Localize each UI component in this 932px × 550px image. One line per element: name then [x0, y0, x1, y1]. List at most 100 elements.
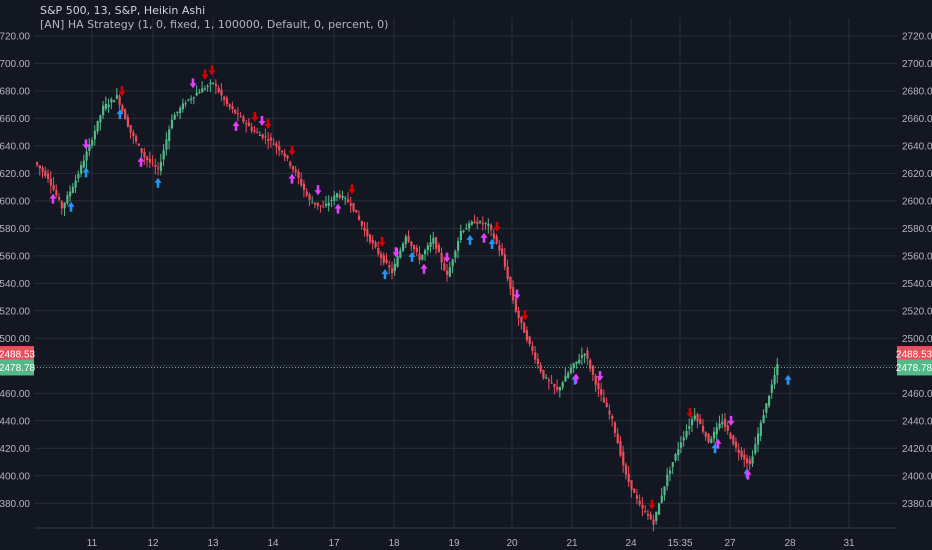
y-tick-label-right: 2600.00	[902, 196, 932, 207]
candle-body	[36, 162, 39, 166]
candle-body	[462, 230, 465, 232]
candle-body	[302, 183, 306, 191]
candle-body	[179, 107, 182, 114]
candle-body	[701, 425, 705, 432]
candle-body	[580, 355, 584, 358]
candle-body	[514, 299, 518, 312]
price-label-red-left-bg	[0, 346, 34, 363]
candle-body	[748, 459, 751, 465]
candle-body	[242, 116, 245, 122]
candle-body	[506, 266, 509, 280]
candle-body	[503, 254, 507, 267]
y-tick-label-left: 2520.00	[0, 306, 30, 317]
candle-body	[231, 106, 234, 110]
candle-body	[704, 432, 707, 437]
candle-body	[162, 150, 165, 160]
candle-body	[267, 138, 270, 142]
long-entry-arrow-icon	[67, 201, 75, 212]
candle-body	[751, 456, 754, 464]
candle-body	[657, 503, 661, 515]
candle-body	[41, 168, 44, 172]
candle-body	[223, 96, 226, 100]
candle-body	[357, 215, 361, 220]
exit-arrow-icon	[443, 252, 451, 263]
y-tick-label-right: 2420.00	[902, 444, 932, 455]
candle-body	[93, 130, 96, 140]
candle-body	[330, 199, 333, 201]
candle-body	[212, 82, 215, 84]
candle-body	[311, 202, 314, 204]
y-tick-label-left: 2440.00	[0, 416, 30, 427]
candle-body	[294, 169, 297, 173]
y-tick-label-left: 2680.00	[0, 86, 30, 97]
short-entry-arrow-icon	[348, 184, 356, 195]
candle-body	[355, 209, 358, 213]
candle-body	[454, 251, 457, 258]
price-label-red-bg	[897, 346, 932, 363]
short-entry-arrow-icon	[378, 236, 386, 247]
candle-body	[396, 256, 399, 267]
candle-body	[55, 189, 58, 196]
candle-body	[677, 449, 680, 456]
candle-body	[346, 199, 350, 203]
candle-body	[413, 245, 416, 250]
y-tick-label-left: 2400.00	[0, 471, 30, 482]
x-tick-label: 24	[625, 538, 637, 549]
exit-arrow-icon	[596, 371, 604, 382]
candle-body	[107, 104, 110, 108]
candle-body	[192, 97, 196, 99]
candle-body	[360, 221, 363, 226]
candle-body	[66, 195, 69, 204]
candle-body	[523, 322, 526, 333]
candle-body	[718, 423, 721, 429]
candle-body	[82, 160, 85, 168]
candle-body	[501, 248, 504, 255]
candle-body	[206, 85, 209, 87]
exit-arrow-icon	[49, 193, 57, 204]
candle-body	[710, 438, 713, 443]
y-tick-label-right: 2660.00	[902, 114, 932, 125]
candle-body	[567, 372, 570, 378]
candle-body	[176, 111, 179, 114]
candle-body	[278, 145, 281, 151]
price-label-red: 2488.53	[896, 350, 932, 361]
candle-body	[341, 195, 344, 198]
candle-body	[561, 382, 564, 388]
candle-body	[113, 100, 116, 103]
candle-body	[649, 514, 652, 520]
indicator-title[interactable]: [AN] HA Strategy (1, 0, fixed, 1, 100000…	[40, 18, 389, 31]
short-entry-arrow-icon	[118, 86, 126, 97]
candle-body	[324, 203, 328, 206]
candle-body	[319, 205, 322, 207]
candle-body	[492, 233, 496, 239]
x-tick-label: 19	[448, 538, 460, 549]
candle-body	[572, 363, 575, 368]
y-tick-label-right: 2680.00	[902, 86, 932, 97]
candle-body	[297, 171, 300, 179]
candle-body	[525, 330, 529, 341]
candle-body	[484, 222, 487, 224]
exit-arrow-icon	[744, 469, 752, 480]
candle-body	[498, 245, 501, 251]
candle-body	[390, 268, 394, 274]
candle-body	[536, 358, 540, 364]
candle-body	[597, 382, 600, 390]
exit-arrow-icon	[232, 120, 240, 131]
candle-body	[401, 243, 405, 251]
candle-body	[157, 167, 160, 169]
y-tick-label-right: 2720.00	[902, 31, 932, 42]
short-entry-arrow-icon	[288, 145, 296, 156]
candle-body	[682, 437, 685, 441]
candle-body	[668, 470, 672, 474]
candle-body	[60, 201, 63, 209]
candle-body	[374, 242, 377, 248]
candle-body	[371, 239, 374, 244]
candle-body	[80, 165, 83, 174]
candle-body	[146, 156, 149, 160]
candle-body	[569, 367, 573, 374]
candle-body	[613, 422, 617, 433]
candle-body	[256, 131, 259, 133]
candle-body	[363, 227, 366, 231]
candle-body	[473, 221, 476, 224]
